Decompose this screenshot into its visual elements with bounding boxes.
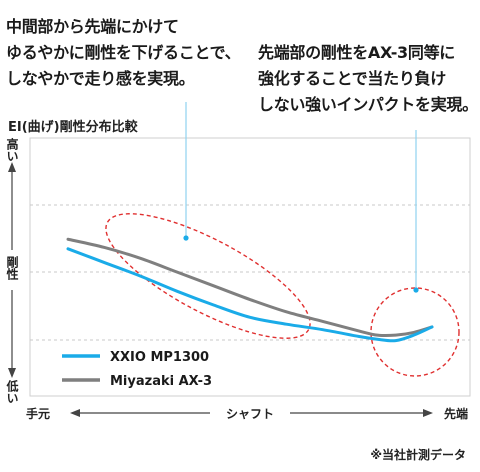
callout-left-dot	[183, 235, 189, 241]
x-tick-label-butt: 手元	[26, 406, 50, 421]
y-bottom-label: 低い	[5, 379, 19, 404]
callout-right-line-1: 先端部の剛性をAX-3同等に	[258, 43, 455, 62]
callout-right-dot	[413, 287, 419, 293]
callout-left-line-1: 中間部から先端にかけて	[6, 17, 179, 36]
series-line-miyazaki-ax-3	[66, 237, 434, 338]
x-axis: 手元 シャフト 先端	[26, 406, 468, 421]
legend-label-xxio: XXIO MP1300	[110, 350, 209, 365]
series-line-xxio-mp1300	[66, 247, 434, 343]
legend: XXIO MP1300 Miyazaki AX-3	[62, 350, 212, 389]
highlight-tip-circle	[370, 287, 460, 377]
grid	[30, 204, 470, 341]
y-axis: 高い 剛性 低い	[5, 137, 19, 404]
callout-right: 先端部の剛性をAX-3同等に 強化することで当たり負け しない強いインパクトを実…	[258, 40, 478, 118]
series-layer	[66, 237, 434, 343]
x-tick-label-shaft: シャフト	[226, 407, 274, 421]
plot-frame	[29, 137, 471, 397]
callout-right-line-2: 強化することで当たり負け	[258, 69, 446, 88]
chart-title: EI(曲げ)剛性分布比較	[8, 120, 138, 135]
y-axis-label: 剛性	[5, 256, 19, 281]
data-source-note: ※当社計測データ	[370, 448, 466, 462]
callout-left-line-2: ゆるやかに剛性を下げることで、	[6, 43, 241, 62]
callout-right-line-3: しない強いインパクトを実現。	[258, 95, 478, 114]
legend-label-miyazaki: Miyazaki AX-3	[110, 374, 212, 389]
callout-left-line-3: しなやかで走り感を実現。	[6, 69, 195, 88]
y-top-label: 高い	[5, 137, 19, 162]
callout-left: 中間部から先端にかけて ゆるやかに剛性を下げることで、 しなやかで走り感を実現。	[6, 14, 241, 92]
x-tick-label-tip: 先端	[444, 406, 468, 421]
highlight-mid-ellipse	[105, 213, 311, 339]
